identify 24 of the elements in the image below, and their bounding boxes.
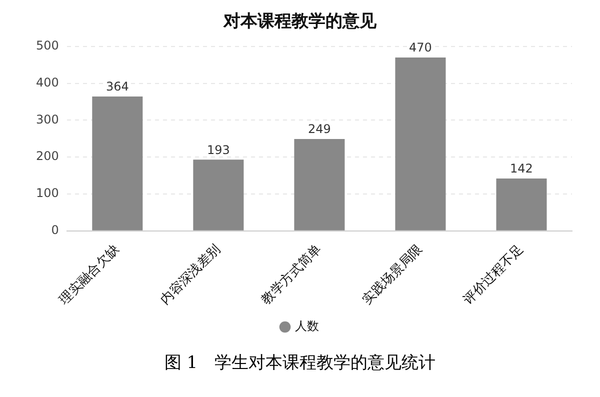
y-tick-label: 500 [36, 38, 59, 53]
data-label: 193 [206, 142, 230, 157]
y-tick-label: 400 [36, 75, 59, 90]
bar [294, 138, 345, 230]
data-label: 249 [308, 122, 331, 136]
bar [496, 178, 547, 230]
x-tick-label: 实践场景局限 [360, 242, 426, 308]
bar [92, 96, 143, 230]
legend-label: 人数 [295, 319, 319, 334]
bar [395, 57, 446, 230]
chart-title: 对本课程教学的意见 [222, 12, 378, 32]
y-tick-label: 300 [36, 112, 59, 126]
data-label: 142 [510, 162, 533, 176]
x-tick-label: 内容深浅差别 [157, 241, 224, 308]
y-tick-label: 100 [36, 186, 59, 200]
y-tick-label: 200 [36, 149, 59, 164]
y-tick-label: 0 [51, 222, 59, 237]
caption: 图 1 学生对本课程教学的意见统计 [163, 352, 437, 374]
x-tick-label: 理实融合欠缺 [56, 242, 123, 308]
x-tick-label: 教学方式简单 [258, 241, 325, 308]
bar [193, 160, 244, 230]
x-tick-label: 评价过程不足 [460, 242, 527, 308]
data-label: 364 [106, 80, 129, 94]
data-label: 470 [409, 40, 432, 55]
